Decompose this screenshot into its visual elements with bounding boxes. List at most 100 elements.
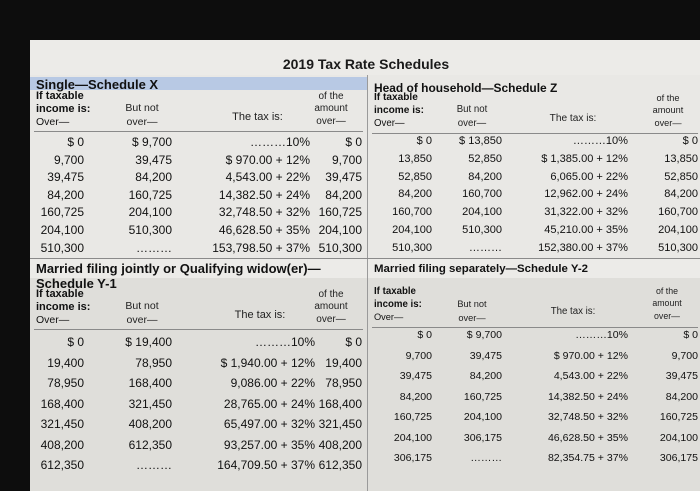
- row-but-not-value: 510,300: [462, 224, 502, 236]
- row-but-not-value: ………: [468, 241, 502, 254]
- page-title: 2019 Tax Rate Schedules: [282, 56, 450, 72]
- row-but-not-value: 321,450: [128, 396, 172, 411]
- row-but-not-value: ………: [136, 458, 172, 472]
- row-amount-over-value: 160,725: [659, 411, 698, 423]
- row-over-value: 39,475: [47, 170, 84, 185]
- row-over-value: 39,475: [399, 370, 432, 382]
- over-label: Over—: [374, 118, 405, 129]
- row-but-not-value: 204,100: [463, 411, 502, 423]
- row-over-value: 321,450: [40, 417, 84, 431]
- tax-is-label: The tax is:: [232, 111, 283, 123]
- row-amount-over-value: 84,200: [325, 187, 362, 202]
- row-but-not-value: 39,475: [135, 152, 172, 167]
- row-tax-value: 45,210.00 + 35%: [544, 224, 628, 236]
- schedule-y1-block: Married filing jointly or Qualifying wid…: [30, 259, 367, 491]
- center-divider: [367, 75, 368, 491]
- row-over-value: 84,200: [398, 188, 432, 201]
- row-tax-value: $ 970.00 + 12%: [553, 349, 628, 362]
- over-label: Over—: [374, 312, 404, 322]
- row-but-not-value: 306,175: [463, 431, 502, 444]
- row-tax-value: 32,748.50 + 32%: [218, 205, 310, 220]
- row-over-value: 408,200: [40, 437, 84, 452]
- row-amount-over-value: 9,700: [331, 152, 362, 167]
- tax-is-label: The tax is:: [234, 309, 286, 321]
- row-tax-value: 152,380.00 + 37%: [538, 241, 628, 254]
- but-not-over-label: over—: [458, 313, 486, 323]
- row-over-value: 160,700: [392, 206, 432, 219]
- row-amount-over-value: 510,300: [658, 241, 698, 254]
- row-amount-over-value: 84,200: [665, 390, 698, 403]
- income-is-label: income is:: [374, 299, 422, 310]
- header-rule: [372, 327, 698, 328]
- row-but-not-value: $ 13,850: [459, 135, 502, 147]
- row-amount-over-value: 160,725: [318, 205, 362, 220]
- row-over-value: 84,200: [47, 187, 84, 202]
- row-tax-value: ………10%: [249, 135, 310, 149]
- but-not-label: But not: [125, 300, 159, 312]
- row-amount-over-value: $ 0: [683, 329, 698, 341]
- row-over-value: 84,200: [399, 390, 432, 403]
- row-amount-over-value: 84,200: [664, 188, 698, 201]
- middle-divider: [30, 258, 700, 259]
- row-amount-over-value: 39,475: [325, 170, 362, 185]
- row-over-value: 204,100: [392, 224, 432, 236]
- row-but-not-value: 204,100: [128, 205, 172, 220]
- income-is-label: income is:: [36, 103, 91, 115]
- row-tax-value: 12,962.00 + 24%: [544, 188, 628, 201]
- row-but-not-value: 408,200: [128, 417, 172, 431]
- row-amount-over-value: 19,400: [325, 355, 362, 370]
- row-tax-value: 4,543.00 + 22%: [225, 170, 310, 185]
- row-tax-value: 6,065.00 + 22%: [550, 170, 628, 183]
- tax-is-label: The tax is:: [549, 113, 597, 124]
- amount-over-label: over—: [654, 311, 680, 321]
- row-amount-over-value: 160,700: [658, 206, 698, 219]
- row-but-not-value: 39,475: [469, 349, 502, 362]
- amount-label: amount: [314, 103, 348, 114]
- row-amount-over-value: 52,850: [664, 170, 698, 183]
- but-not-label: But not: [125, 102, 159, 114]
- but-not-label: But not: [457, 299, 487, 309]
- row-but-not-value: ………: [470, 452, 502, 464]
- of-the-label: of the: [318, 289, 344, 300]
- row-but-not-value: 84,200: [469, 370, 502, 382]
- amount-label: amount: [652, 105, 684, 115]
- income-is-label: income is:: [374, 105, 424, 116]
- if-taxable-label: If taxable: [36, 288, 84, 300]
- schedule-y2-block: Married filing separately—Schedule Y-2 If…: [368, 259, 700, 491]
- row-over-value: 78,950: [47, 376, 84, 390]
- row-amount-over-value: $ 0: [682, 135, 698, 147]
- row-tax-value: 4,543.00 + 22%: [553, 370, 628, 382]
- but-not-over-label: over—: [126, 116, 158, 128]
- row-amount-over-value: 204,100: [318, 223, 362, 237]
- section-title: Married filing separately—Schedule Y-2: [374, 263, 589, 275]
- row-over-value: $ 0: [416, 135, 432, 147]
- row-tax-value: 93,257.00 + 35%: [223, 437, 315, 452]
- row-over-value: 9,700: [405, 349, 432, 362]
- amount-label: amount: [652, 298, 682, 308]
- row-tax-value: 164,709.50 + 37%: [217, 458, 315, 472]
- schedule-x-block: Single—Schedule X If taxable income is: Ove…: [30, 75, 367, 258]
- row-over-value: 510,300: [392, 241, 432, 254]
- row-but-not-value: $ 9,700: [131, 135, 172, 149]
- amount-label: amount: [314, 301, 348, 312]
- section-title: Single—Schedule X: [36, 77, 159, 92]
- of-the-label: of the: [318, 91, 344, 102]
- of-the-label: of the: [655, 286, 678, 296]
- header-rule: [372, 133, 698, 134]
- if-taxable-label: If taxable: [374, 286, 416, 297]
- row-over-value: $ 0: [67, 335, 84, 349]
- row-over-value: 9,700: [53, 152, 84, 167]
- row-but-not-value: 168,400: [128, 376, 172, 390]
- row-over-value: 204,100: [40, 223, 84, 237]
- row-amount-over-value: 13,850: [664, 152, 698, 165]
- row-over-value: 160,725: [40, 205, 84, 220]
- row-tax-value: ………10%: [572, 135, 628, 147]
- but-not-over-label: over—: [126, 314, 158, 326]
- row-tax-value: 46,628.50 + 35%: [547, 431, 628, 444]
- row-over-value: $ 0: [417, 329, 432, 341]
- row-tax-value: 65,497.00 + 32%: [223, 417, 315, 431]
- over-label: Over—: [36, 116, 70, 128]
- section-title: Head of household—Schedule Z: [374, 81, 558, 95]
- row-but-not-value: 160,725: [128, 187, 172, 202]
- if-taxable-label: If taxable: [36, 90, 84, 102]
